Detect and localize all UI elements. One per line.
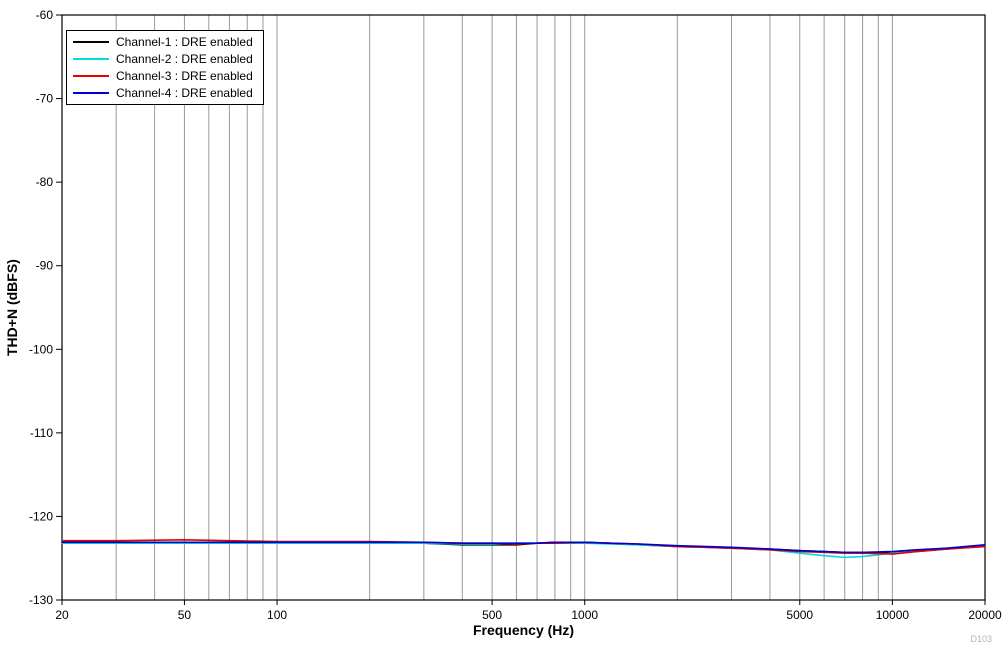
y-tick-label: -90 bbox=[36, 259, 54, 273]
legend-label: Channel-3 : DRE enabled bbox=[116, 68, 253, 83]
y-tick-label: -80 bbox=[36, 175, 54, 189]
y-tick-label: -70 bbox=[36, 92, 54, 106]
x-tick-label: 50 bbox=[178, 608, 192, 622]
x-tick-label: 10000 bbox=[876, 608, 910, 622]
legend-entry-channel-2: Channel-2 : DRE enabled bbox=[73, 51, 253, 66]
legend: Channel-1 : DRE enabled Channel-2 : DRE e… bbox=[66, 30, 264, 105]
plot-border bbox=[61, 14, 986, 601]
y-tick-label: -60 bbox=[36, 8, 54, 22]
watermark: D103 bbox=[970, 634, 992, 644]
x-tick-label: 1000 bbox=[571, 608, 598, 622]
legend-entry-channel-1: Channel-1 : DRE enabled bbox=[73, 34, 253, 49]
x-axis-label: Frequency (Hz) bbox=[472, 622, 575, 638]
x-tick-label: 100 bbox=[267, 608, 287, 622]
y-tick-label: -120 bbox=[29, 509, 53, 523]
x-tick-label: 20000 bbox=[968, 608, 1002, 622]
legend-label: Channel-2 : DRE enabled bbox=[116, 51, 253, 66]
y-axis-label: THD+N (dBFS) bbox=[4, 259, 20, 356]
y-tick-label: -130 bbox=[29, 593, 53, 607]
legend-swatch-icon bbox=[73, 57, 109, 60]
series-line-channel-4 bbox=[61, 541, 986, 554]
x-tick-label: 500 bbox=[482, 608, 502, 622]
legend-label: Channel-1 : DRE enabled bbox=[116, 34, 253, 49]
legend-entry-channel-3: Channel-3 : DRE enabled bbox=[73, 68, 253, 83]
legend-entry-channel-4: Channel-4 : DRE enabled bbox=[73, 85, 253, 100]
series-line-channel-2 bbox=[61, 542, 986, 559]
legend-swatch-icon bbox=[73, 74, 109, 77]
x-tick-label: 20 bbox=[55, 608, 69, 622]
legend-label: Channel-4 : DRE enabled bbox=[116, 85, 253, 100]
y-tick-label: -110 bbox=[30, 426, 53, 440]
legend-swatch-icon bbox=[73, 40, 109, 43]
x-tick-label: 5000 bbox=[786, 608, 813, 622]
y-tick-label: -100 bbox=[29, 342, 53, 356]
legend-swatch-icon bbox=[73, 91, 109, 94]
